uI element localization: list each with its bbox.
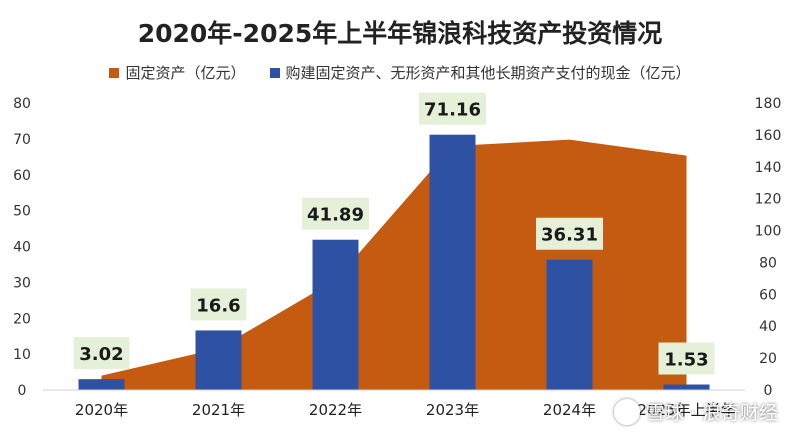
data-label: 1.53 [664, 350, 708, 371]
y-right-tick-label: 40 [759, 319, 777, 335]
x-tick-label: 2024年 [543, 401, 596, 419]
chart-title: 2020年-2025年上半年锦浪科技资产投资情况 [137, 19, 663, 48]
data-label-box [190, 288, 247, 321]
x-tick-label: 2022年 [309, 401, 362, 419]
data-label: 3.02 [79, 344, 123, 365]
y-left-tick-label: 60 [13, 168, 31, 184]
data-label: 36.31 [541, 225, 598, 246]
x-tick-label: 2023年 [426, 401, 479, 419]
y-right-tick-label: 100 [755, 224, 782, 240]
bar-capex-cash [429, 134, 476, 390]
y-left-tick-label: 10 [13, 347, 31, 363]
legend-swatch-capex-cash [269, 67, 280, 78]
y-left-tick-label: 80 [13, 96, 31, 112]
x-tick-label: 2020年 [75, 401, 128, 419]
bar-capex-cash [546, 259, 593, 390]
watermark-text: 雪球 · 浪奇财经 [645, 402, 778, 424]
y-left-tick-label: 40 [13, 240, 31, 256]
xueqiu-logo-icon [613, 398, 640, 425]
data-label-box [536, 217, 603, 250]
y-right-tick-label: 140 [755, 160, 782, 176]
data-label-box [73, 337, 130, 370]
data-label: 71.16 [424, 100, 481, 121]
y-left-tick-label: 0 [18, 383, 27, 399]
legend: 固定资产（亿元） 购建固定资产、无形资产和其他长期资产支付的现金（亿元） [0, 62, 800, 83]
data-label: 41.89 [307, 205, 364, 226]
data-label: 16.6 [196, 295, 240, 316]
bar-capex-cash [195, 330, 242, 390]
legend-swatch-fixed-assets [109, 67, 120, 78]
bar-capex-cash [78, 379, 125, 390]
y-right-tick-label: 20 [759, 351, 777, 367]
y-right-tick-label: 0 [764, 383, 773, 399]
y-left-tick-label: 70 [13, 132, 31, 148]
watermark: 雪球 · 浪奇财经 [613, 398, 778, 425]
data-label-box [302, 197, 369, 230]
y-left-tick-label: 20 [13, 311, 31, 327]
y-right-tick-label: 80 [759, 255, 777, 271]
bar-capex-cash [312, 239, 359, 390]
y-right-tick-label: 180 [755, 96, 782, 112]
y-right-tick-label: 160 [755, 128, 782, 144]
legend-label-fixed-assets: 固定资产（亿元） [125, 64, 246, 82]
x-tick-label: 2021年 [192, 401, 245, 419]
legend-label-capex-cash: 购建固定资产、无形资产和其他长期资产支付的现金（亿元） [285, 64, 691, 82]
area-fixed-assets [101, 139, 687, 390]
data-label-box [419, 92, 486, 125]
y-left-tick-label: 30 [13, 275, 31, 291]
data-label-box [658, 342, 715, 375]
legend-item-capex-cash: 购建固定资产、无形资产和其他长期资产支付的现金（亿元） [269, 62, 691, 83]
x-tick-label: 2025年上半年 [637, 401, 735, 419]
legend-item-fixed-assets: 固定资产（亿元） [109, 62, 246, 83]
bar-capex-cash [663, 384, 710, 390]
y-right-tick-label: 120 [755, 192, 782, 208]
y-right-tick-label: 60 [759, 287, 777, 303]
y-left-tick-label: 50 [13, 204, 31, 220]
